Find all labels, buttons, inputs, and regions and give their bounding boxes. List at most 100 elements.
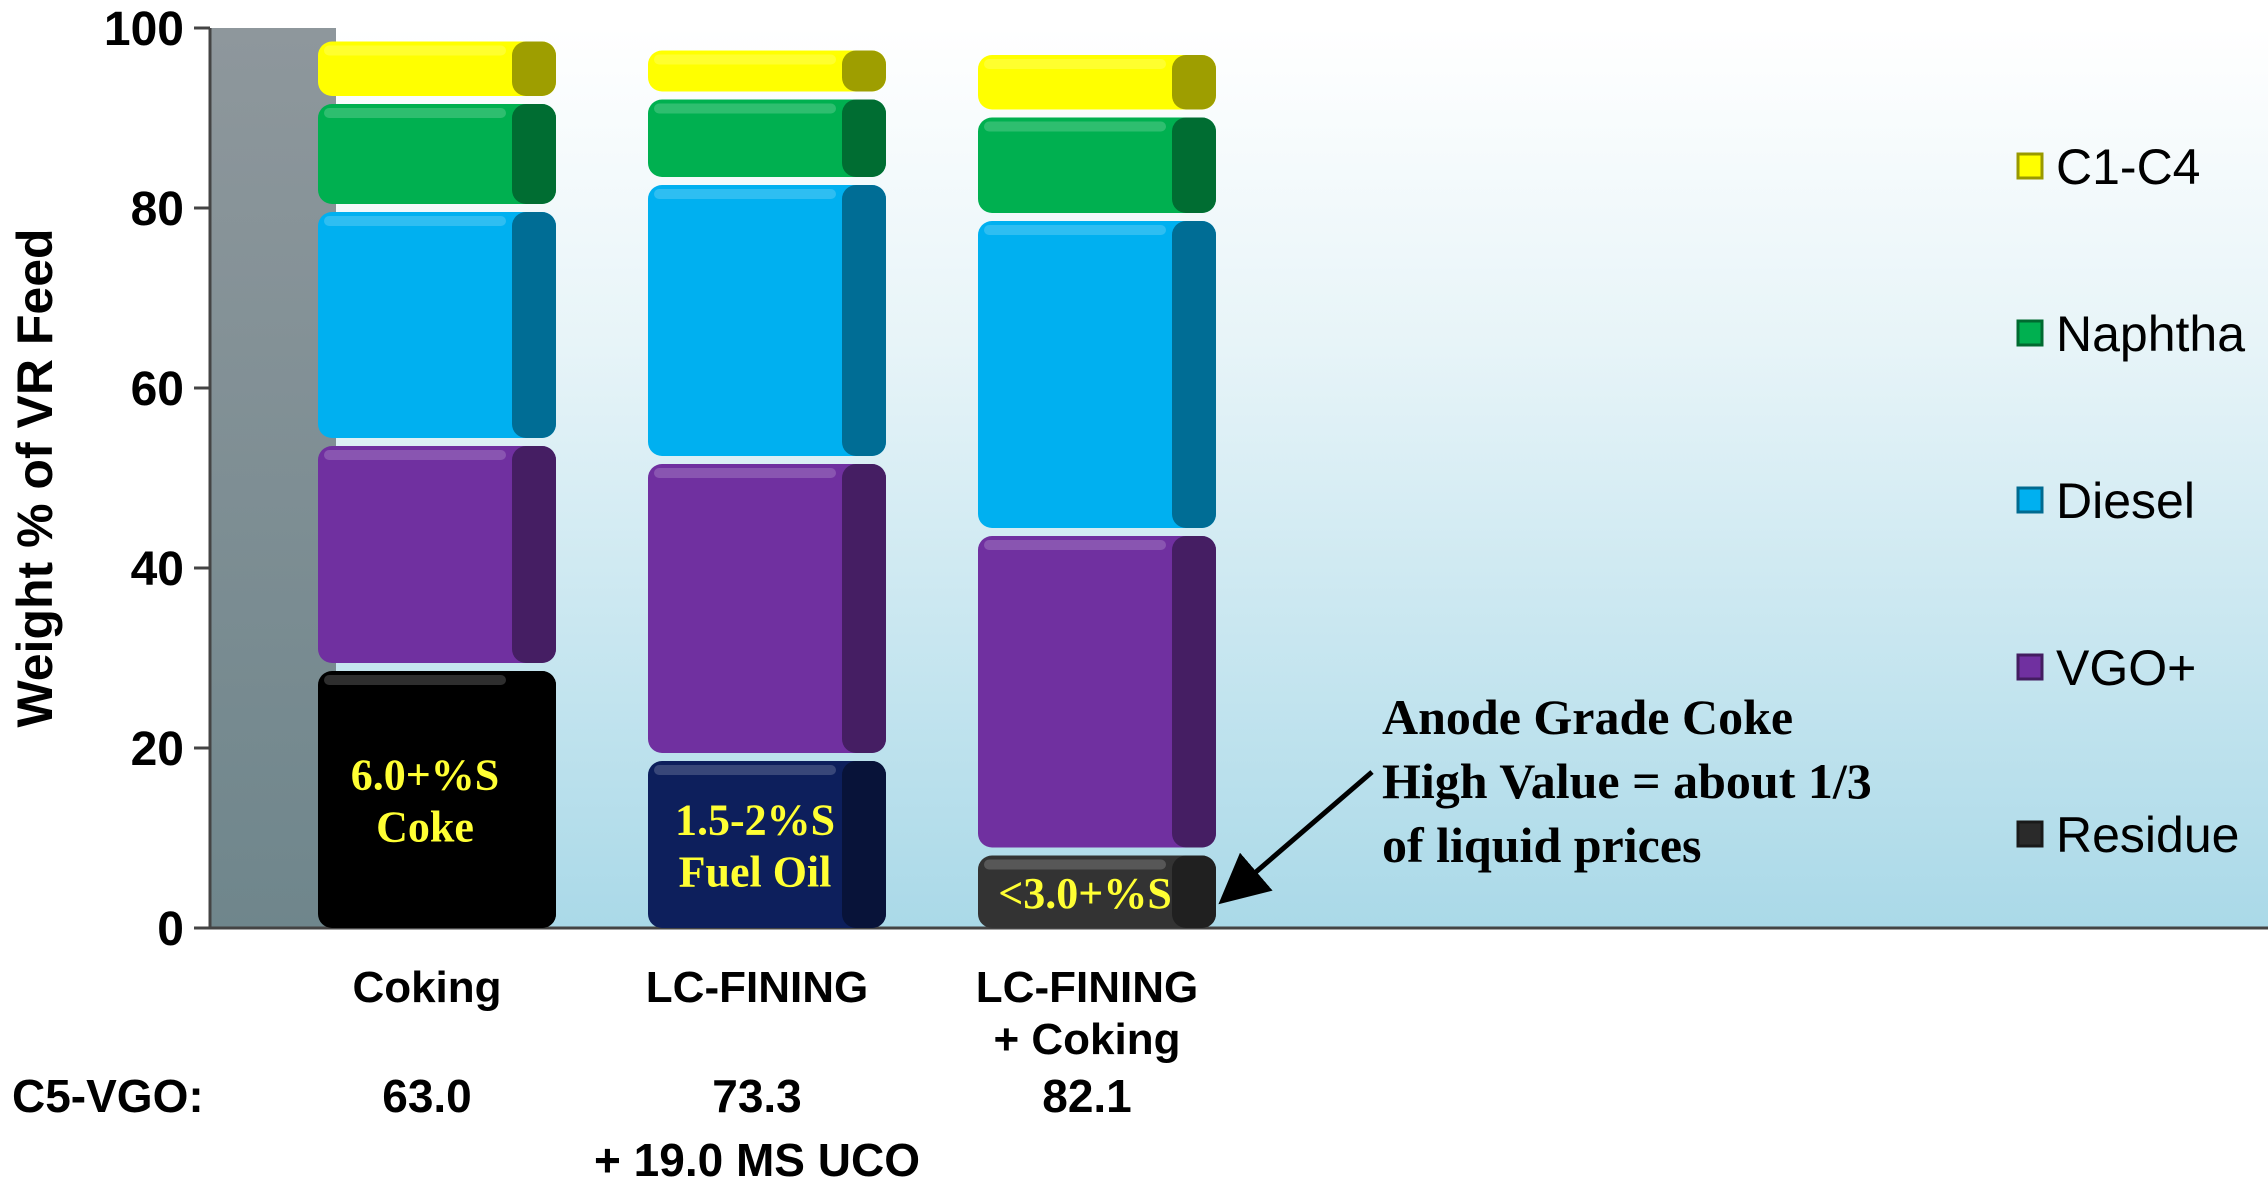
- c5-vgo-value: 73.3: [712, 1070, 802, 1122]
- annotation-text: of liquid prices: [1382, 817, 1701, 873]
- bar-segment-highlight: [984, 540, 1166, 550]
- bar-segment-side: [842, 50, 886, 92]
- c5-vgo-label: C5-VGO:: [12, 1070, 204, 1122]
- annotation-arrow: [1218, 770, 1374, 905]
- bar-segment-side: [1172, 536, 1216, 848]
- legend-swatch: [2016, 319, 2044, 347]
- residue-label: 6.0+%S: [351, 751, 500, 800]
- bar-segment-face: [978, 55, 1216, 110]
- bar-segment-highlight: [324, 108, 506, 118]
- category-label: Coking: [352, 963, 501, 1012]
- bar-segment-highlight: [324, 216, 506, 226]
- bar-segment-face: [978, 221, 1216, 528]
- c5-vgo-value: + 19.0 MS UCO: [594, 1134, 920, 1186]
- bar-segment-c1-c4-1: [318, 41, 556, 96]
- bar-segment-face: [648, 761, 886, 928]
- category-label: + Coking: [993, 1015, 1180, 1064]
- y-tick-label: 40: [131, 543, 184, 596]
- bar-segment-residue-3: [978, 855, 1216, 928]
- bar-segment-c1-c4-2: [648, 50, 886, 92]
- bar-segment-side: [1172, 55, 1216, 110]
- bar-segment-highlight: [654, 54, 836, 65]
- bar-segment-face: [648, 50, 886, 92]
- bar-segment-side: [1172, 117, 1216, 213]
- bar-segment-highlight: [324, 450, 506, 460]
- y-tick-label: 100: [104, 3, 184, 56]
- bar-segment-side: [1172, 221, 1216, 528]
- bar-segment-diesel-2: [648, 185, 886, 456]
- bar-segment-vgo+-3: [978, 536, 1216, 848]
- bar-segment-side: [842, 761, 886, 928]
- bar-segment-naphtha-3: [978, 117, 1216, 213]
- legend-label: VGO+: [2056, 640, 2196, 696]
- bar-segment-side: [512, 446, 556, 663]
- bar-segment-highlight: [984, 859, 1166, 870]
- bar-segment-highlight: [324, 675, 506, 685]
- bar-segment-face: [318, 671, 556, 928]
- legend-swatch: [2016, 820, 2044, 848]
- bar-segment-highlight: [984, 225, 1166, 235]
- bar-segment-highlight: [984, 59, 1166, 69]
- bar-segment-vgo+-1: [318, 446, 556, 663]
- axes: 0 20 40 60 80 100 Weight % of VR Feed: [7, 3, 2268, 956]
- bar-segment-face: [978, 117, 1216, 213]
- c5-vgo-value: 63.0: [382, 1070, 472, 1122]
- bar-segment-face: [648, 99, 886, 177]
- bars: [318, 41, 1216, 928]
- legend-label: Residue: [2056, 807, 2239, 863]
- legend-swatch: [2016, 653, 2044, 681]
- bar-segment-side: [1172, 855, 1216, 928]
- annotation: Anode Grade Coke High Value = about 1/3 of…: [1218, 689, 1872, 905]
- bar-segment-side: [512, 41, 556, 96]
- bar-segment-vgo+-2: [648, 464, 886, 753]
- bar-segment-highlight: [654, 765, 836, 775]
- legend-item-diesel: Diesel: [2016, 473, 2195, 529]
- y-tick-label: 60: [131, 363, 184, 416]
- bar-segment-highlight: [654, 468, 836, 478]
- bar-segment-face: [978, 855, 1216, 928]
- annotation-text: High Value = about 1/3: [1382, 753, 1872, 809]
- bar-segment-naphtha-2: [648, 99, 886, 177]
- bar-segment-diesel-3: [978, 221, 1216, 528]
- bar-segment-c1-c4-3: [978, 55, 1216, 110]
- bar-segment-highlight: [984, 121, 1166, 132]
- legend-item-c1-c4: C1-C4: [2016, 139, 2200, 195]
- residue-label: Coke: [376, 803, 474, 852]
- bar-segment-highlight: [654, 103, 836, 114]
- legend-label: Diesel: [2056, 473, 2195, 529]
- bar-segment-side: [512, 104, 556, 204]
- legend-item-naphtha: Naphtha: [2016, 306, 2245, 362]
- bar-segment-side: [512, 212, 556, 438]
- y-tick-label: 80: [131, 183, 184, 236]
- bar-segment-highlight: [324, 45, 506, 56]
- bar-segment-side: [842, 99, 886, 177]
- annotation-text: Anode Grade Coke: [1382, 689, 1793, 745]
- bar-segment-diesel-1: [318, 212, 556, 438]
- category-label: LC-FINING: [976, 963, 1198, 1012]
- y-tick-label: 0: [157, 903, 184, 956]
- residue-label: 1.5-2%S: [675, 796, 835, 845]
- bar-segment-highlight: [654, 189, 836, 199]
- bar-segment-face: [318, 104, 556, 204]
- bar-segment-residue-2: [648, 761, 886, 928]
- legend-label: C1-C4: [2056, 139, 2200, 195]
- plot-side-wall: [210, 28, 336, 928]
- legend-label: Naphtha: [2056, 306, 2245, 362]
- legend-swatch: [2016, 152, 2044, 180]
- bar-segment-face: [648, 464, 886, 753]
- bar-segment-side: [842, 185, 886, 456]
- bar-segment-side: [512, 671, 556, 928]
- bar-segment-face: [648, 185, 886, 456]
- y-tick-label: 20: [131, 723, 184, 776]
- bar-segment-residue-1: [318, 671, 556, 928]
- residue-label: Fuel Oil: [679, 848, 832, 897]
- legend-item-vgo+: VGO+: [2016, 640, 2196, 696]
- category-labels: Coking LC-FINING LC-FINING+ Coking: [352, 963, 1198, 1064]
- legend-item-residue: Residue: [2016, 807, 2239, 863]
- c5-vgo-row: C5-VGO: 63.0 73.3 + 19.0 MS UCO 82.1: [12, 1070, 1132, 1186]
- bar-segment-side: [842, 464, 886, 753]
- bar-segment-face: [318, 41, 556, 96]
